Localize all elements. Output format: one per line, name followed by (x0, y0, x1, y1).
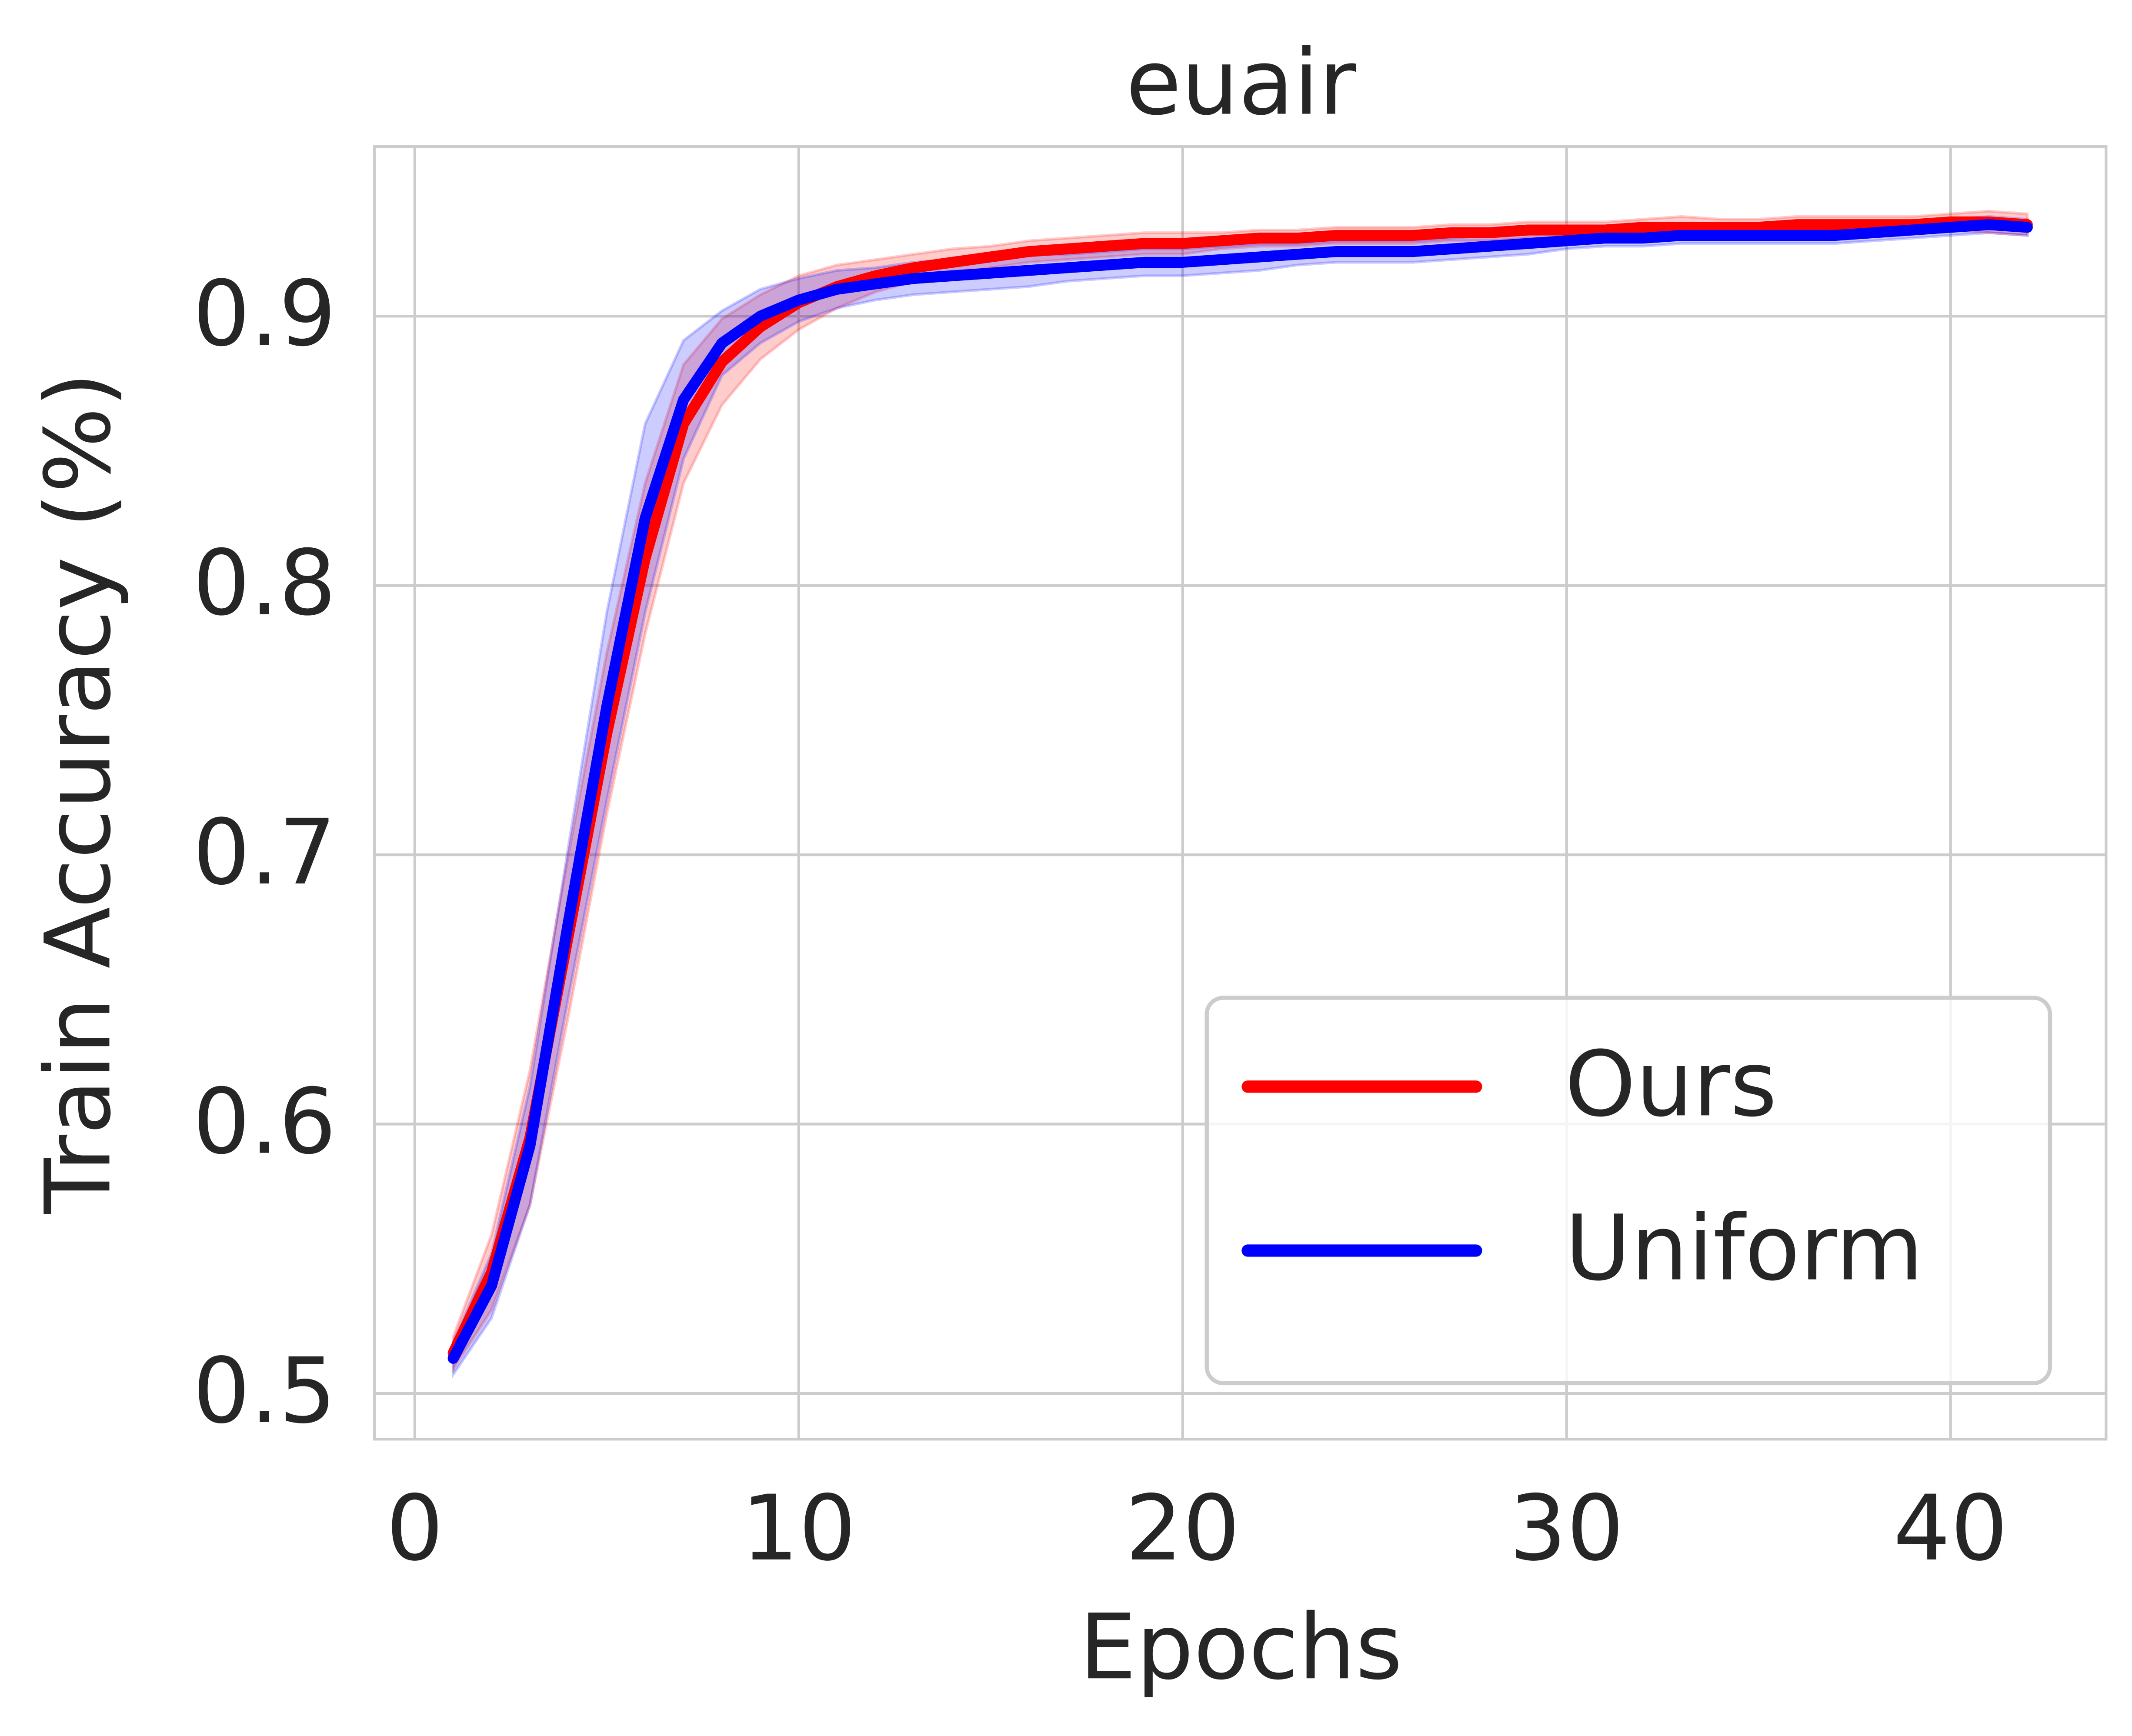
series-line (447, 219, 2033, 1364)
x-axis-label: Epochs (1079, 1594, 1402, 1699)
plot-frame (373, 145, 2108, 1441)
y-tick-label: 0.9 (193, 261, 336, 366)
x-tick-label: 40 (1893, 1476, 2008, 1581)
legend-label: Uniform (1565, 1196, 1924, 1301)
legend-label: Ours (1565, 1031, 1777, 1136)
legend-box (1204, 996, 2052, 1386)
y-tick-label: 0.5 (193, 1338, 336, 1443)
y-tick-label: 0.8 (193, 530, 336, 636)
chart-title: euair (1126, 30, 1356, 135)
y-tick-label: 0.6 (193, 1069, 336, 1174)
x-tick-label: 20 (1125, 1476, 1240, 1581)
x-tick-label: 30 (1509, 1476, 1624, 1581)
x-tick-label: 10 (741, 1476, 856, 1581)
y-axis-label: Train Accuracy (%) (25, 372, 130, 1214)
x-tick-label: 0 (386, 1476, 444, 1581)
y-tick-label: 0.7 (193, 800, 336, 905)
series-line (447, 216, 2033, 1359)
